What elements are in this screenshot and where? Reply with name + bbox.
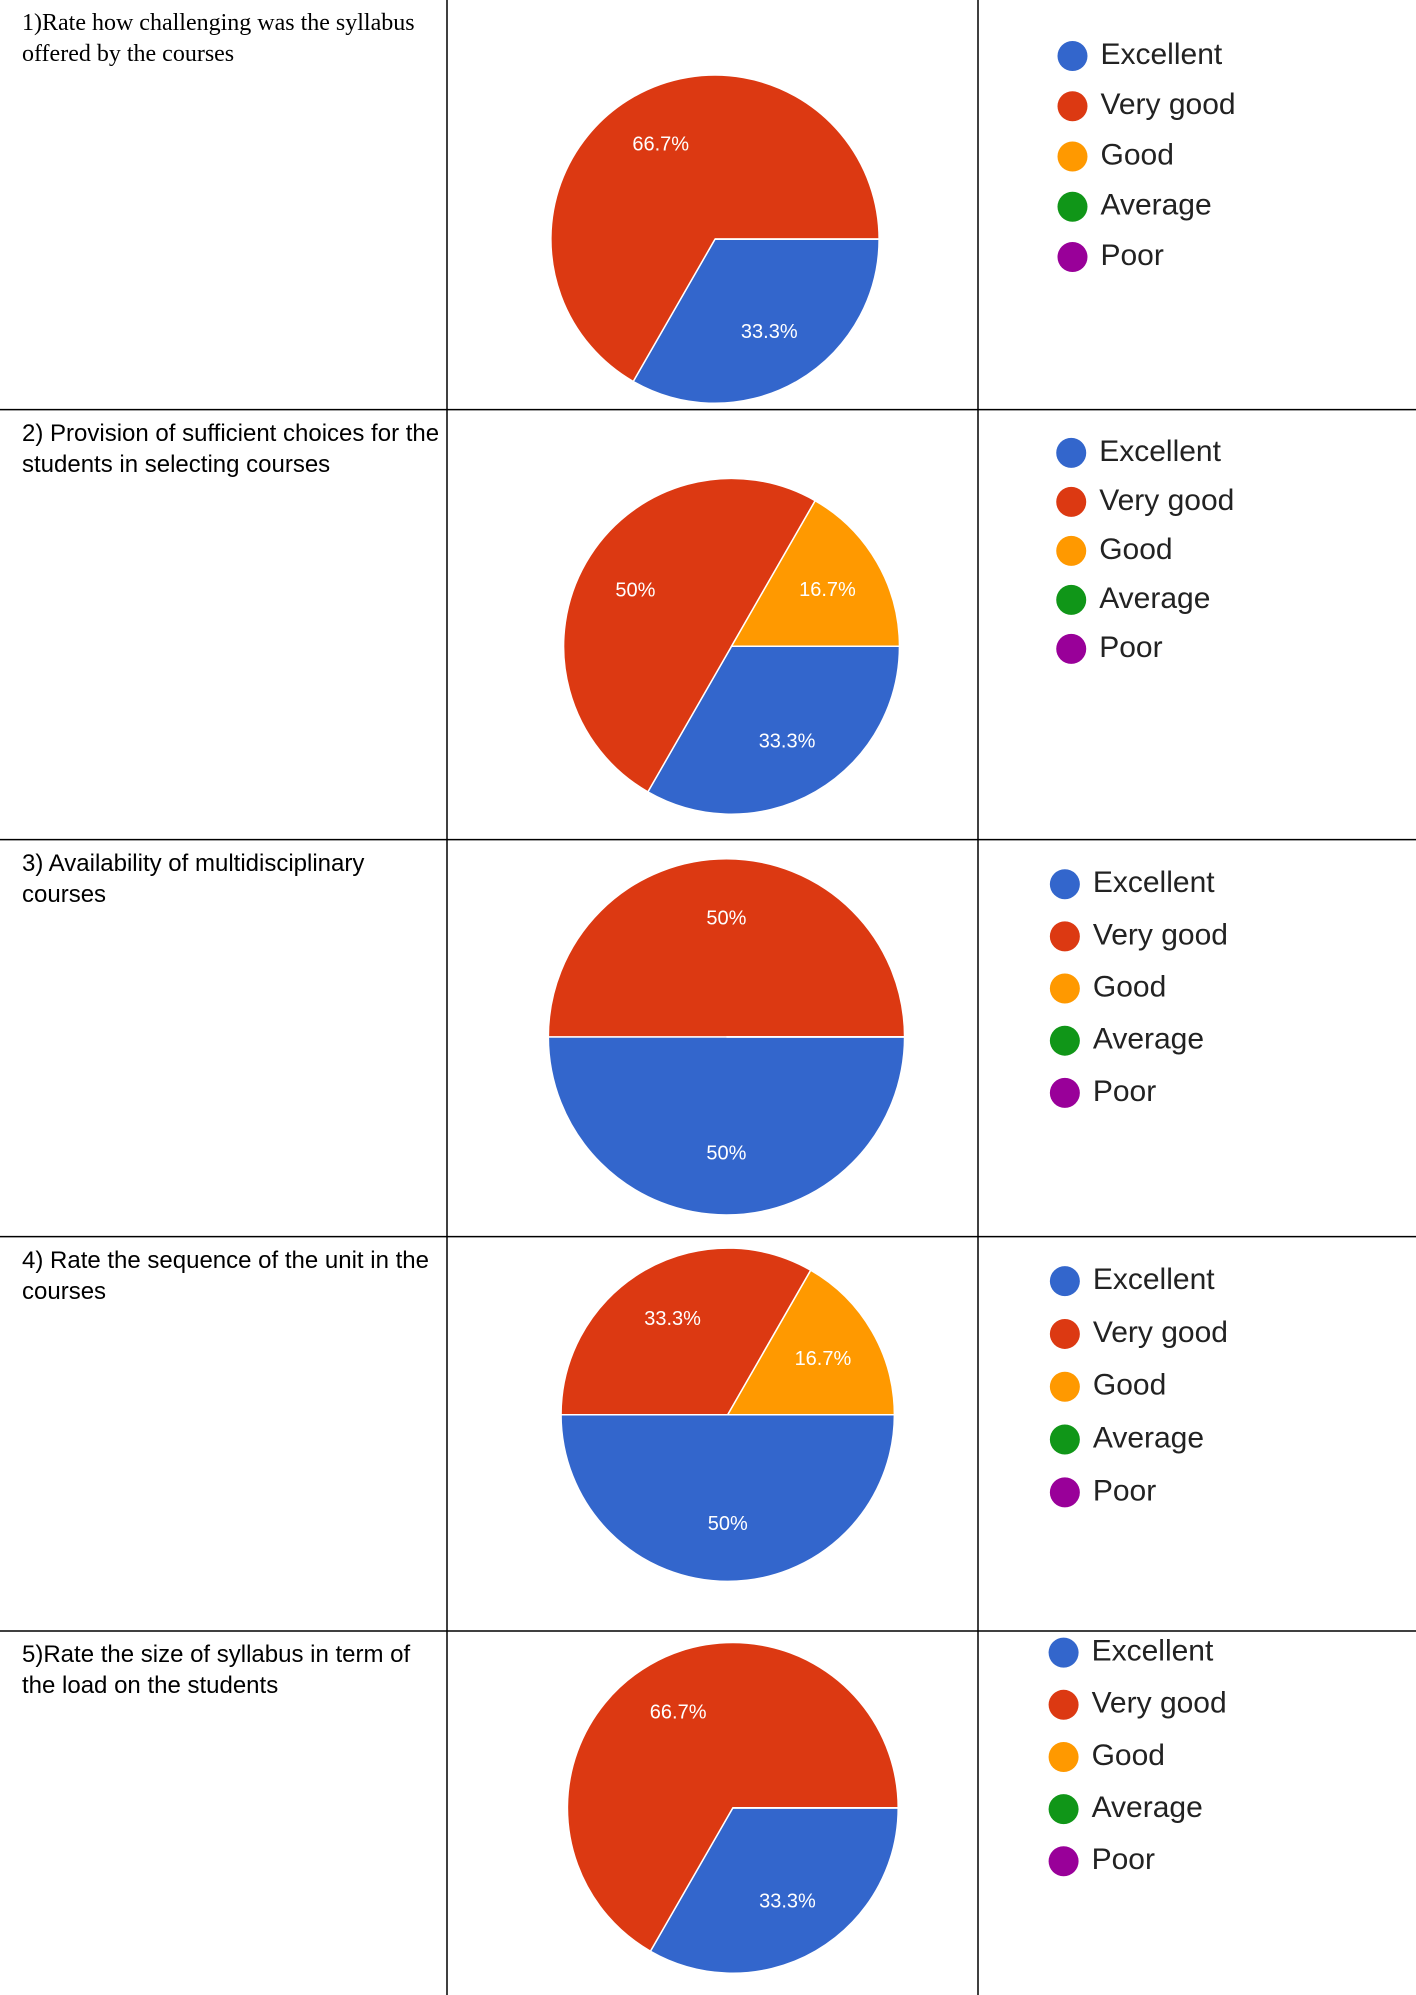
legend-swatch bbox=[1049, 1371, 1080, 1402]
pie-slice bbox=[550, 74, 880, 383]
legend-swatch bbox=[1049, 1077, 1080, 1108]
legend-label: Very good bbox=[1093, 1316, 1228, 1349]
legend-swatch bbox=[1049, 1025, 1080, 1056]
pie-slice bbox=[560, 1413, 896, 1583]
legend-label: Poor bbox=[1092, 1843, 1155, 1876]
question-text: 4) Rate the sequence of the unit in the … bbox=[22, 1246, 429, 1305]
pie-slice bbox=[726, 1269, 896, 1416]
question-text: 5)Rate the size of syllabus in term of t… bbox=[22, 1641, 411, 1699]
legend-label: Good bbox=[1100, 138, 1173, 171]
legend-label: Poor bbox=[1093, 1075, 1156, 1108]
slice-label: 33.3% bbox=[644, 1308, 701, 1330]
slice-label: 33.3% bbox=[759, 731, 816, 753]
legend-swatch bbox=[1056, 633, 1087, 664]
legend-swatch bbox=[1048, 1741, 1079, 1772]
legend-swatch bbox=[1057, 191, 1088, 222]
pie-slice bbox=[547, 1036, 906, 1216]
legend-swatch bbox=[1057, 241, 1088, 272]
slice-label: 33.3% bbox=[741, 321, 798, 343]
slice-label: 33.3% bbox=[759, 1891, 816, 1913]
legend-label: Excellent bbox=[1099, 435, 1221, 468]
slice-label: 16.7% bbox=[799, 579, 856, 601]
legend-label: Poor bbox=[1099, 631, 1162, 664]
legend-label: Very good bbox=[1093, 918, 1228, 951]
legend-swatch bbox=[1049, 1477, 1080, 1508]
legend-label: Good bbox=[1093, 1369, 1166, 1402]
legend-label: Excellent bbox=[1093, 866, 1215, 899]
legend-swatch bbox=[1048, 1794, 1079, 1825]
slice-label: 50% bbox=[706, 908, 746, 930]
legend-label: Excellent bbox=[1093, 1263, 1215, 1296]
legend-label: Average bbox=[1100, 189, 1211, 222]
legend-swatch bbox=[1056, 437, 1087, 468]
legend-swatch bbox=[1049, 1424, 1080, 1455]
legend-swatch bbox=[1048, 1689, 1079, 1720]
legend-swatch bbox=[1048, 1846, 1079, 1877]
legend-label: Average bbox=[1093, 1421, 1204, 1454]
pie-slice bbox=[563, 477, 817, 793]
legend-swatch bbox=[1057, 91, 1088, 122]
legend-label: Very good bbox=[1099, 484, 1234, 517]
legend-swatch bbox=[1049, 1318, 1080, 1349]
legend-swatch bbox=[1049, 869, 1080, 900]
legend-label: Poor bbox=[1093, 1474, 1156, 1507]
question-text: 3) Availability of multidisciplinary cou… bbox=[22, 849, 365, 908]
slice-label: 66.7% bbox=[632, 134, 689, 156]
slice-label: 50% bbox=[706, 1143, 746, 1165]
legend-label: Good bbox=[1093, 970, 1166, 1003]
pie-slice bbox=[547, 858, 906, 1038]
legend-swatch bbox=[1056, 486, 1087, 517]
legend-label: Average bbox=[1099, 582, 1210, 615]
pie-slice bbox=[566, 1641, 899, 1953]
pie-slice bbox=[730, 499, 901, 648]
slice-label: 50% bbox=[615, 579, 655, 601]
slice-label: 50% bbox=[708, 1513, 748, 1535]
legend-label: Average bbox=[1093, 1023, 1204, 1056]
legend-swatch bbox=[1049, 1266, 1080, 1297]
question-text: 1)Rate how challenging was the syllabus … bbox=[22, 10, 415, 67]
legend-label: Excellent bbox=[1100, 38, 1222, 71]
slice-label: 16.7% bbox=[795, 1348, 852, 1370]
slice-label: 66.7% bbox=[650, 1702, 707, 1724]
pie-slice bbox=[649, 1807, 899, 1974]
legend-label: Excellent bbox=[1092, 1635, 1214, 1668]
legend-label: Very good bbox=[1100, 88, 1235, 121]
legend-swatch bbox=[1049, 921, 1080, 952]
legend-swatch bbox=[1056, 535, 1087, 566]
pie-slice bbox=[560, 1247, 812, 1416]
pie-slice bbox=[646, 645, 901, 815]
legend-swatch bbox=[1049, 973, 1080, 1004]
legend-label: Very good bbox=[1092, 1687, 1227, 1720]
legend-label: Good bbox=[1092, 1739, 1165, 1772]
pie-slice bbox=[632, 238, 880, 405]
legend-swatch bbox=[1057, 141, 1088, 172]
legend-swatch bbox=[1056, 584, 1087, 615]
legend-label: Average bbox=[1092, 1791, 1203, 1824]
legend-swatch bbox=[1057, 40, 1088, 71]
legend-label: Poor bbox=[1100, 239, 1163, 272]
legend-swatch bbox=[1048, 1637, 1079, 1668]
question-text: 2) Provision of sufficient choices for t… bbox=[22, 419, 440, 478]
legend-label: Good bbox=[1099, 533, 1172, 566]
